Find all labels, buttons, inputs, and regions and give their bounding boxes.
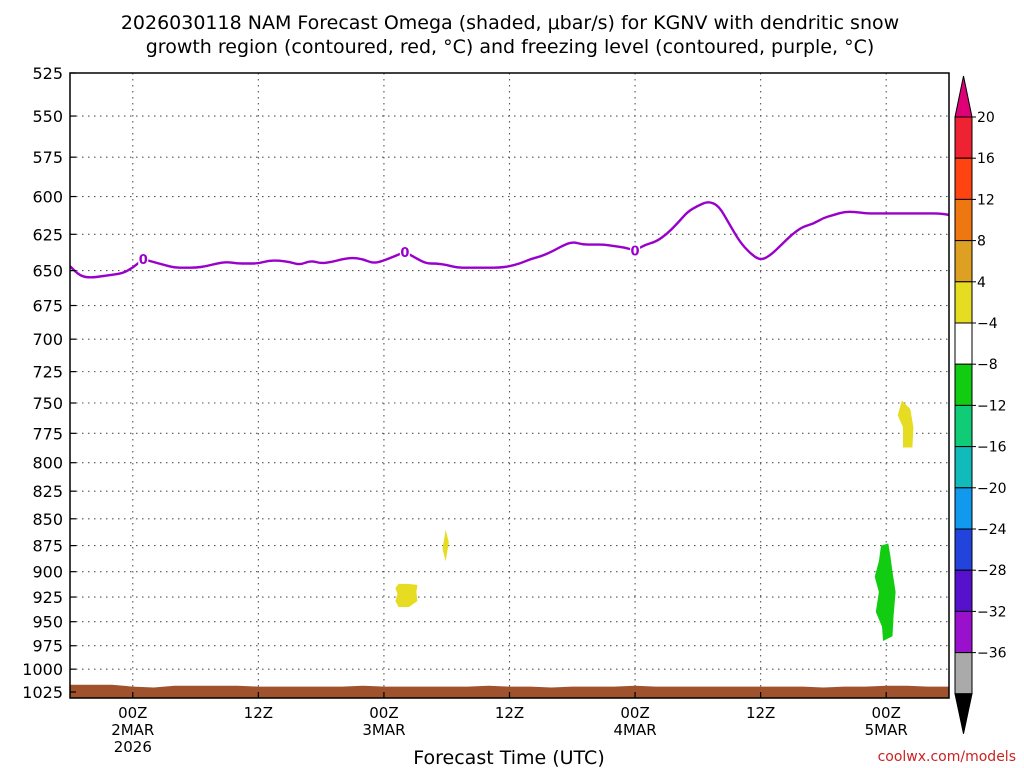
freezing-level-label: 0: [139, 253, 148, 268]
contour-label-bg: [138, 251, 149, 268]
y-tick-label: 525: [32, 64, 63, 83]
colorbar-label: 20: [977, 110, 995, 126]
freezing-level-line: [70, 201, 949, 279]
colorbar-label: 16: [977, 151, 995, 167]
colorbar-segment: [954, 322, 973, 365]
contour-label-bg: [399, 243, 410, 260]
y-tick-label: 950: [32, 613, 63, 632]
terrain-fill: [70, 684, 949, 698]
x-tick-label: 2026: [114, 738, 152, 756]
y-tick-label: 825: [32, 482, 63, 501]
y-tick-label: 700: [32, 330, 63, 349]
y-tick-label: 975: [32, 637, 63, 656]
colorbar-label: −32: [977, 604, 1007, 620]
x-tick-label: 3MAR: [362, 721, 405, 739]
colorbar-segment: [954, 528, 973, 571]
colorbar-segment: [954, 363, 973, 406]
omega-region: [442, 529, 449, 562]
terrain-layer: [70, 684, 949, 698]
contour-label-bg: [630, 242, 641, 259]
colorbar-segment: [954, 404, 973, 448]
y-tick-label: 675: [32, 297, 63, 316]
chart-title-line-1: 2026030118 NAM Forecast Omega (shaded, μ…: [121, 12, 899, 34]
y-tick-label: 900: [32, 563, 63, 582]
colorbar-segment: [954, 198, 973, 242]
colorbar-segment: [954, 446, 973, 489]
x-tick-label: 12Z: [244, 704, 273, 722]
colorbar-segment: [954, 569, 973, 612]
colorbar-segment: [954, 610, 973, 654]
colorbar-label: −36: [977, 646, 1007, 662]
x-tick-label: 00Z: [872, 704, 901, 722]
x-tick-label: 2MAR: [111, 721, 154, 739]
y-tick-label: 850: [32, 510, 63, 529]
colorbar-label: −20: [977, 481, 1007, 497]
y-tick-label: 1000: [22, 660, 63, 679]
colorbar-label: −12: [977, 398, 1007, 414]
x-tick-label: 12Z: [746, 704, 775, 722]
colorbar-label: 8: [977, 234, 986, 250]
colorbar-segment: [954, 281, 973, 324]
freezing-level-layer: 0 0 0: [70, 201, 949, 279]
colorbar-top-triangle: [954, 75, 973, 118]
colorbar-label: 12: [977, 192, 995, 208]
x-tick-label: 00Z: [369, 704, 398, 722]
omega-shading: [395, 400, 914, 641]
y-tick-label: 625: [32, 225, 63, 244]
colorbar-label: −4: [977, 316, 998, 332]
colorbar-segment: [954, 116, 973, 159]
colorbar-segment: [954, 157, 973, 200]
y-tick-label: 800: [32, 454, 63, 473]
y-tick-label: 875: [32, 537, 63, 556]
chart-title-line-2: growth region (contoured, red, °C) and f…: [146, 36, 875, 58]
omega-region: [897, 400, 914, 448]
credit-text: coolwx.com/models: [878, 749, 1016, 765]
omega-region: [395, 583, 418, 607]
omega-region: [874, 543, 896, 641]
x-tick-label: 4MAR: [613, 721, 656, 739]
freezing-level-label: 0: [631, 244, 640, 259]
colorbar-bottom-triangle: [954, 693, 973, 734]
freezing-level-label: 0: [400, 246, 409, 261]
y-tick-label: 650: [32, 262, 63, 281]
y-tick-label: 925: [32, 588, 63, 607]
y-tick-label: 1025: [22, 683, 63, 702]
colorbar-label: −24: [977, 522, 1007, 538]
colorbar-label: −16: [977, 440, 1007, 456]
y-tick-label: 600: [32, 188, 63, 207]
colorbar-segment: [954, 240, 973, 283]
x-tick-label: 00Z: [118, 704, 147, 722]
x-tick-label: 12Z: [495, 704, 524, 722]
colorbar-label: 4: [977, 275, 986, 291]
y-tick-label: 725: [32, 363, 63, 382]
y-tick-label: 550: [32, 107, 63, 126]
y-axis: 525 550 575 600 625 650 675 700 725 750 775 800 825 8…: [22, 64, 76, 702]
y-tick-label: 575: [32, 148, 63, 167]
y-tick-label: 775: [32, 424, 63, 443]
grid-lines: [70, 72, 949, 698]
colorbar-segment: [954, 652, 973, 695]
x-tick-label: 00Z: [620, 704, 649, 722]
y-tick-label: 750: [32, 394, 63, 413]
colorbar-label: −28: [977, 563, 1007, 579]
x-axis-title: Forecast Time (UTC): [413, 747, 604, 768]
colorbar-label: −8: [977, 357, 998, 373]
colorbar: 20 16 12 8 4 −4 −8 −12 −16 −20 −24 −28 −32 −36: [954, 75, 1007, 734]
x-tick-label: 5MAR: [865, 721, 908, 739]
colorbar-segment: [954, 487, 973, 530]
